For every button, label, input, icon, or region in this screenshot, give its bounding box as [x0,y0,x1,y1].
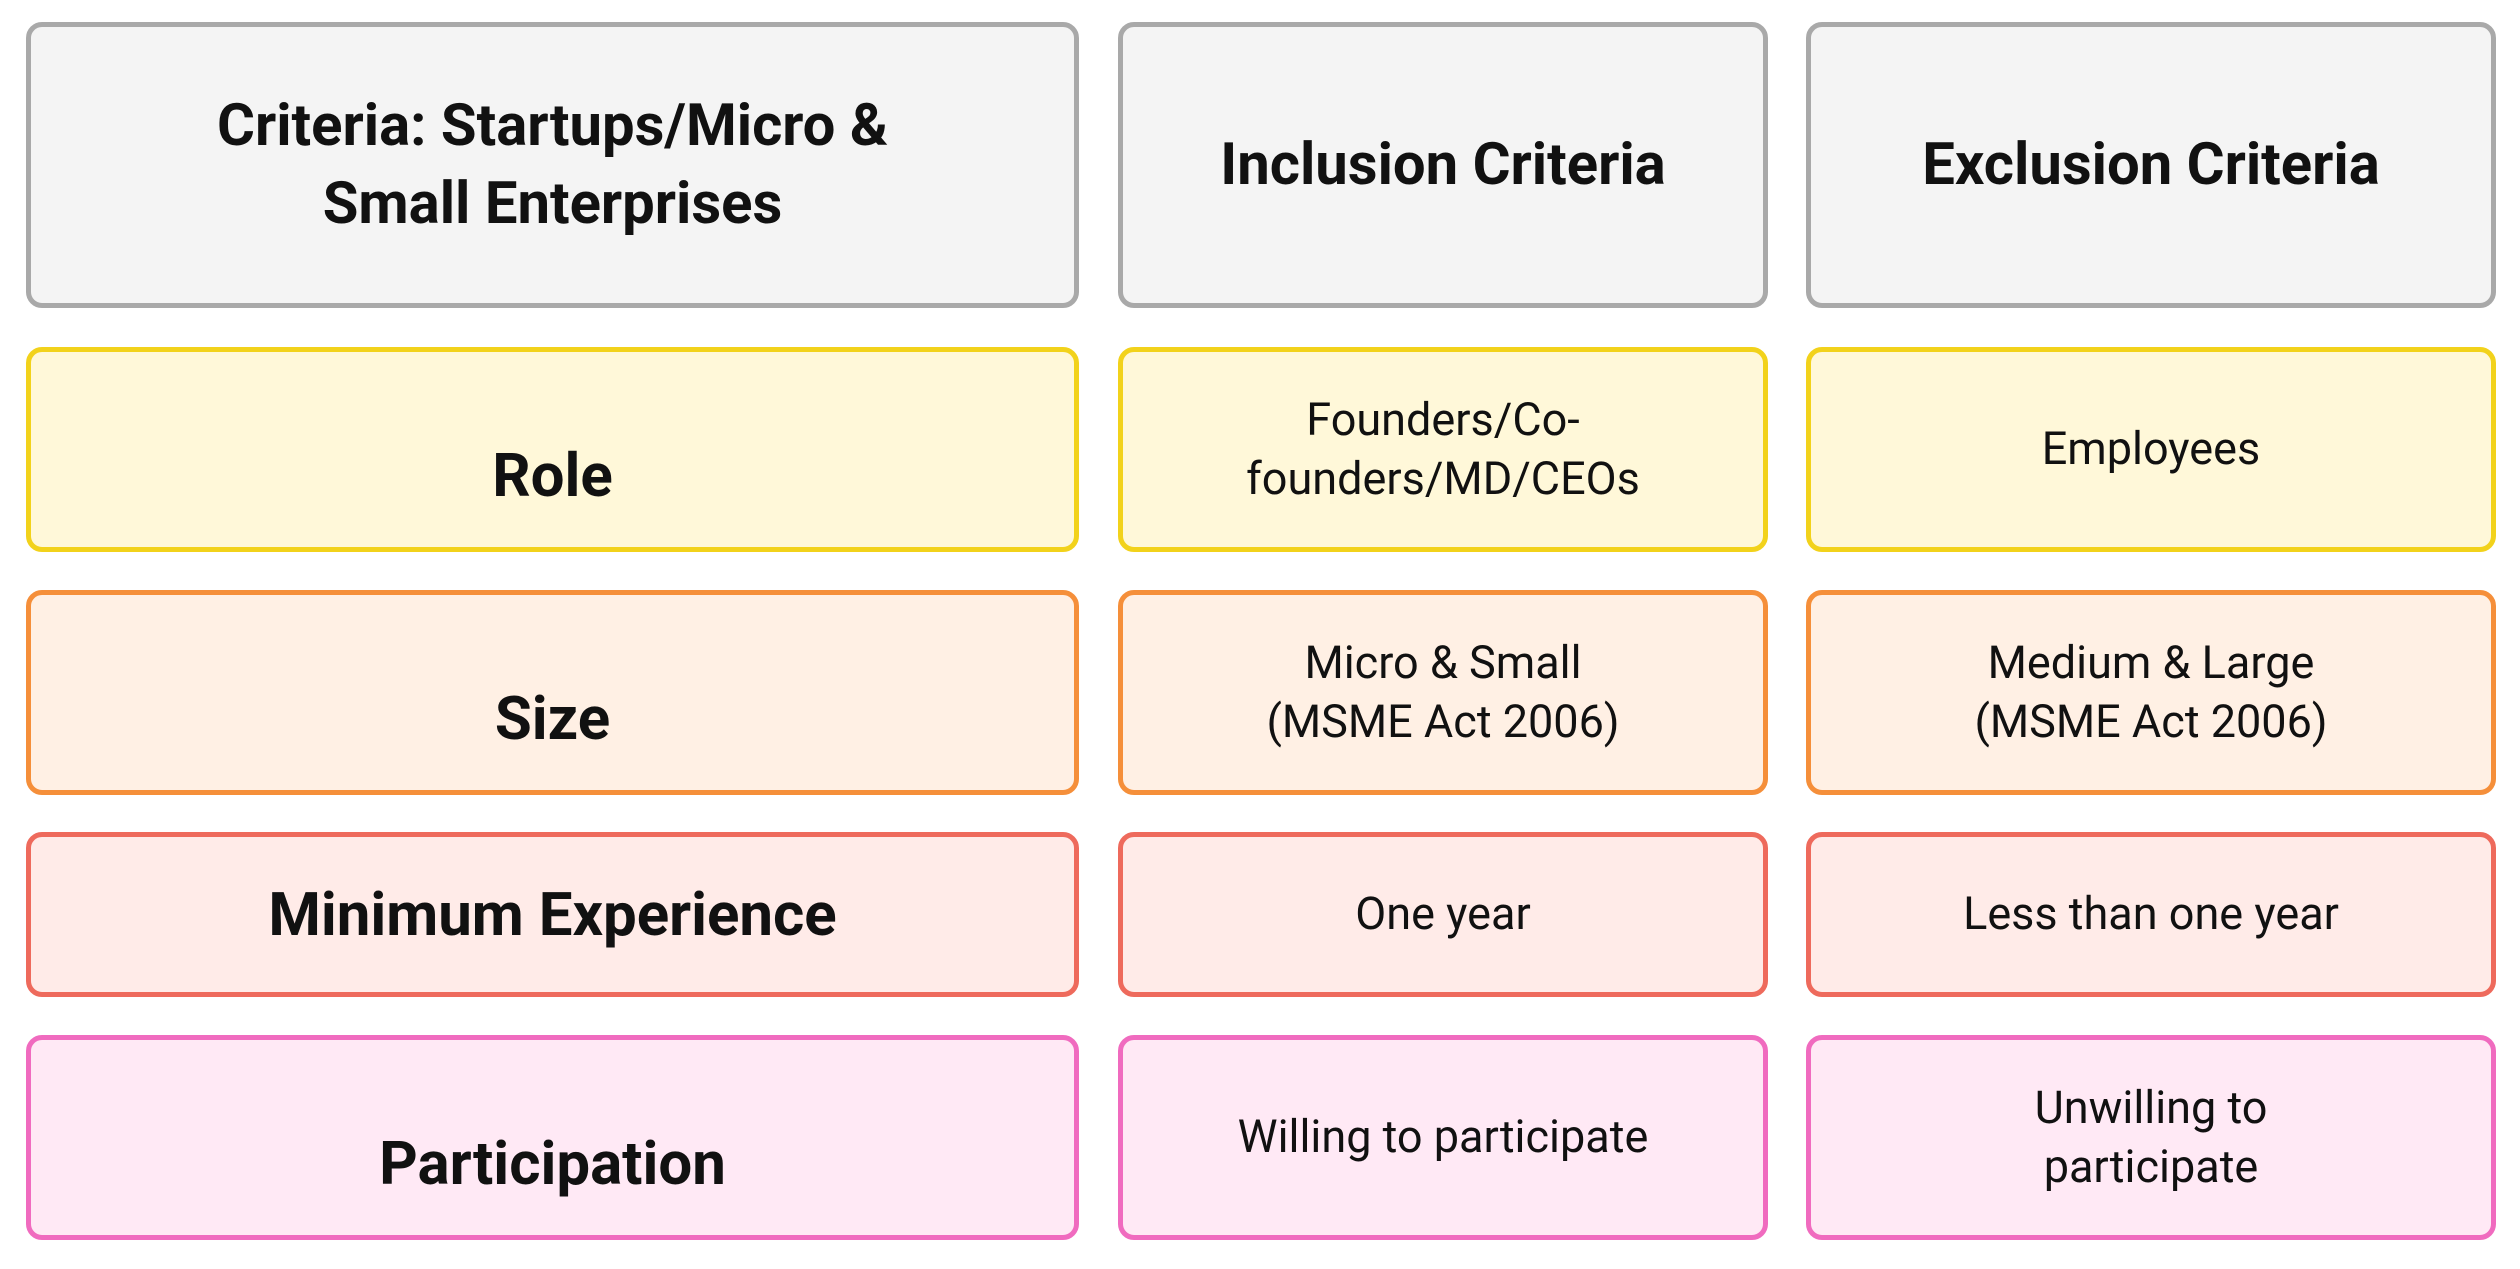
exclusion-cell: Unwilling to participate [1806,1035,2496,1240]
inclusion-cell: Micro & Small (MSME Act 2006) [1118,590,1768,795]
cell-text: Unwilling to participate [2034,1081,2268,1193]
row-label: Participation [26,1035,1079,1240]
cell-text: Willing to participate [1237,1110,1649,1164]
inclusion-cell: One year [1118,832,1768,997]
header-text: Inclusion Criteria [1220,130,1666,199]
row-label: Role [26,347,1079,552]
exclusion-cell: Employees [1806,347,2496,552]
label-text: Size [494,682,611,754]
inclusion-cell: Founders/Co-founders/MD/CEOs [1118,347,1768,552]
cell-text: Micro & Small (MSME Act 2006) [1266,636,1620,748]
header-text: Criteria: Startups/Micro & Small Enterpr… [217,91,888,238]
exclusion-cell: Less than one year [1806,832,2496,997]
label-text: Minimum Experience [268,878,837,950]
cell-text: Employees [2041,422,2261,476]
header-text: Exclusion Criteria [1922,130,2380,199]
cell-text: One year [1355,887,1531,941]
cell-text: Founders/Co-founders/MD/CEOs [1246,393,1640,505]
header-inclusion: Inclusion Criteria [1118,22,1768,308]
inclusion-cell: Willing to participate [1118,1035,1768,1240]
row-label: Minimum Experience [26,832,1079,997]
label-text: Role [492,439,613,511]
row-label: Size [26,590,1079,795]
exclusion-cell: Medium & Large (MSME Act 2006) [1806,590,2496,795]
cell-text: Less than one year [1963,887,2339,941]
cell-text: Medium & Large (MSME Act 2006) [1974,636,2328,748]
label-text: Participation [379,1127,726,1199]
header-exclusion: Exclusion Criteria [1806,22,2496,308]
header-criteria: Criteria: Startups/Micro & Small Enterpr… [26,22,1079,308]
